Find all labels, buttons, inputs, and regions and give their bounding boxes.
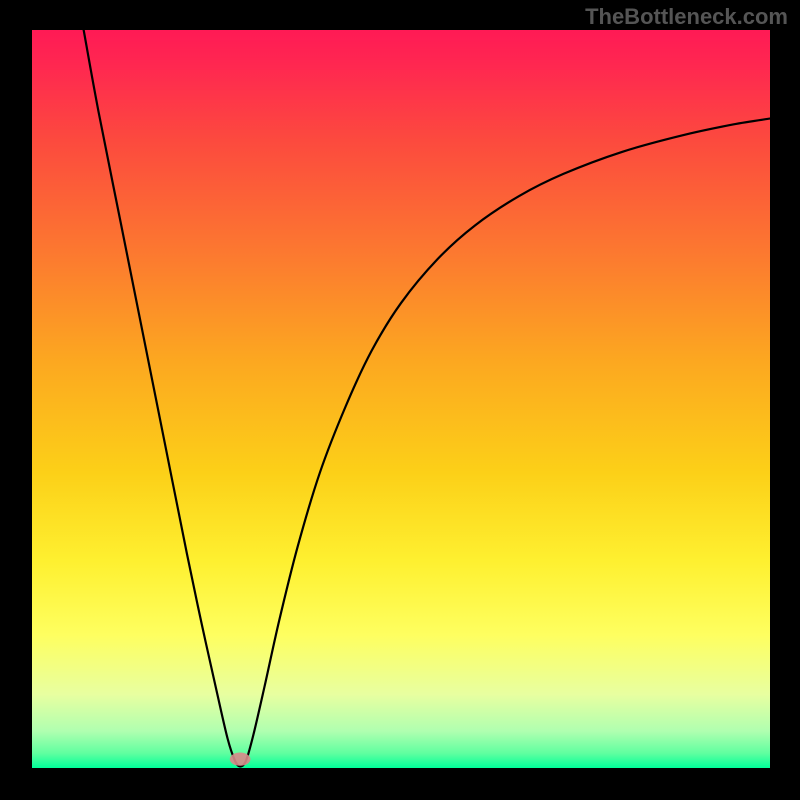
chart-container: TheBottleneck.com — [0, 0, 800, 800]
min-marker — [230, 753, 251, 766]
watermark-text: TheBottleneck.com — [585, 4, 788, 30]
plot-area — [32, 30, 770, 768]
chart-svg — [32, 30, 770, 768]
